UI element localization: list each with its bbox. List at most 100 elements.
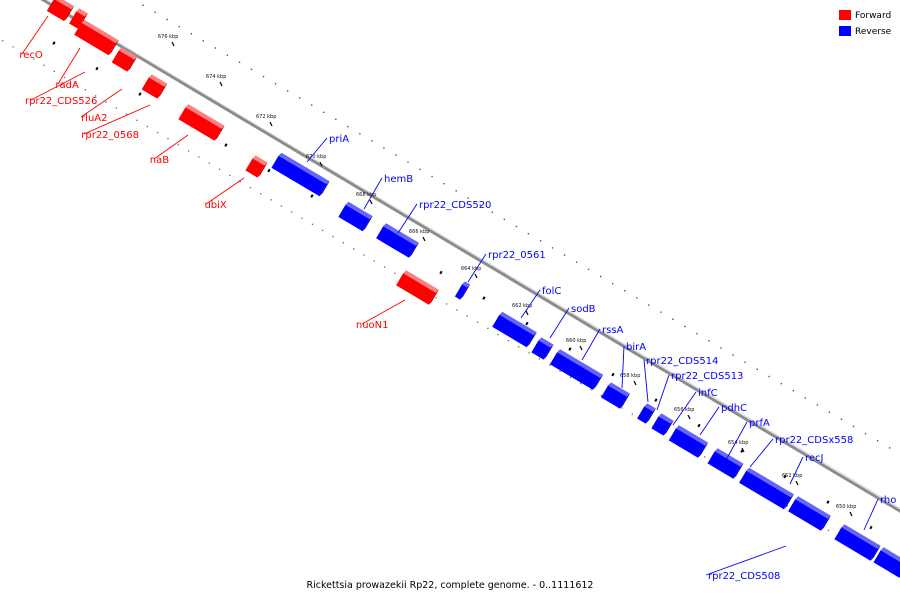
gene-feature-rpr22_cds520 (376, 223, 419, 258)
gene-label-rssa: rssA (602, 325, 624, 336)
gene-label-rpr22_0561: rpr22_0561 (488, 250, 546, 261)
outer-tick-ring (142, 4, 891, 449)
gene-feature-sodb (531, 337, 554, 360)
kbp-scale: 676 kbp 674 kbp 672 kbp 670 kbp 668 kbp 666 k… (158, 34, 856, 517)
legend-label-reverse: Reverse (855, 27, 892, 37)
kbp-tick-mark (422, 236, 426, 242)
gene-leader-line (749, 438, 774, 468)
gene-feature-infc (668, 425, 709, 458)
kbp-tick-label: 650 kbp (836, 504, 856, 510)
gene-leader-line (363, 177, 383, 210)
gene-leader-line (549, 307, 570, 339)
gene-leader-line (705, 545, 787, 576)
kbp-tick-label: 666 kbp (409, 229, 429, 235)
gene-leader-line (520, 289, 541, 319)
gene-label-rada: radA (55, 80, 79, 91)
gene-feature-rpr22_0568 (141, 74, 168, 99)
gene-label-rpr22_cds526: rpr22_CDS526 (25, 96, 97, 107)
gene-label-rpr22_cds513: rpr22_CDS513 (671, 371, 743, 382)
gene-leader-line (467, 253, 487, 283)
kbp-tick-mark (795, 480, 799, 486)
gene-label-reco: recO (19, 50, 43, 61)
gene-label-nab: naB (150, 155, 169, 166)
gene-leader-line (30, 71, 86, 101)
genome-backbone (40, 0, 900, 513)
gene-features (46, 0, 900, 578)
gene-label-nuon1: nuoN1 (356, 320, 389, 331)
gene-feature-rpr22_cds513 (651, 413, 674, 436)
legend-swatch-forward (839, 10, 851, 20)
gene-leader-line (863, 498, 879, 531)
gene-label-recj: recJ (805, 453, 824, 464)
gene-leader-line (361, 299, 406, 325)
gene-feature-reco (46, 0, 75, 22)
gene-label-hemb: hemB (384, 174, 413, 185)
legend-swatch-reverse (839, 26, 851, 36)
gene-leader-line (621, 345, 625, 389)
gene-feature-folc (492, 311, 537, 348)
gene-feature-rpr22_0561 (454, 281, 471, 300)
kbp-tick-label: 662 kbp (512, 303, 532, 309)
kbp-tick-label: 668 kbp (356, 192, 376, 198)
gene-leader-line (672, 391, 697, 426)
kbp-tick-label: 664 kbp (461, 266, 481, 272)
kbp-tick-label: 654 kbp (728, 440, 748, 446)
minor-tick-ring (2, 40, 873, 550)
gene-labels: recO radA rpr22_CDS526 rluA2 rpr22_0568 naB ub… (19, 15, 896, 582)
kbp-tick-mark (633, 380, 637, 386)
gene-label-bira: birA (626, 342, 646, 353)
gene-label-rlua2: rluA2 (81, 113, 107, 124)
gene-label-rpr22_0568: rpr22_0568 (81, 130, 139, 141)
map-caption: Rickettsia prowazekii Rp22, complete gen… (307, 580, 594, 591)
gene-feature-rho (873, 547, 900, 578)
gene-leader-line (725, 421, 748, 461)
kbp-tick-mark (319, 161, 323, 167)
gene-label-rpr22_cds514: rpr22_CDS514 (646, 356, 718, 367)
gene-label-pria: priA (329, 134, 349, 145)
gene-feature-recj (834, 524, 881, 561)
gene-label-rpr22_cdsx558: rpr22_CDSx558 (775, 435, 853, 446)
kbp-tick-mark (171, 41, 175, 47)
gene-label-rpr22_cds508: rpr22_CDS508 (708, 571, 780, 582)
kbp-tick-label: 652 kbp (782, 473, 802, 479)
gene-feature-hemb (338, 201, 373, 232)
gene-label-infc: infC (698, 388, 718, 399)
gene-leader-line (57, 47, 81, 85)
gene-leader-line (699, 406, 720, 436)
gene-feature-rlua2 (111, 47, 138, 72)
gene-feature-pria (271, 152, 330, 197)
gene-leader-line (21, 15, 49, 55)
kbp-tick-label: 676 kbp (158, 34, 178, 40)
gene-feature-ubix (245, 155, 268, 178)
kbp-tick-label: 660 kbp (566, 338, 586, 344)
kbp-tick-label: 656 kbp (674, 407, 694, 413)
kbp-tick-mark (269, 121, 273, 127)
gene-feature-nab (178, 104, 225, 141)
kbp-tick-mark (687, 414, 691, 420)
legend: Forward Reverse (839, 10, 892, 37)
gene-label-rpr22_cds520: rpr22_CDS520 (419, 200, 491, 211)
legend-label-forward: Forward (855, 11, 891, 21)
gene-feature-rpr22_cds526 (74, 19, 119, 56)
kbp-tick-mark (849, 511, 853, 517)
gene-feature-bira (601, 382, 630, 409)
gene-feature-prfa (739, 467, 794, 510)
kbp-tick-mark (369, 199, 373, 205)
gene-leader-line (581, 328, 601, 361)
gene-feature-nuon1 (396, 270, 439, 305)
gene-leader-line (397, 203, 418, 234)
gene-leader-line (656, 374, 670, 411)
gene-feature-rpr22_cdsx558 (788, 496, 831, 531)
gene-leader-line (80, 88, 123, 118)
gene-label-ubix: ubiX (204, 200, 226, 211)
kbp-tick-mark (474, 273, 478, 279)
gene-leader-line (205, 177, 245, 205)
gene-feature-rssa (549, 349, 604, 390)
kbp-tick-label: 674 kbp (206, 74, 226, 80)
kbp-tick-label: 670 kbp (306, 154, 326, 160)
gene-feature-rpr22_cds514 (637, 403, 656, 424)
gene-label-pdhc: pdhC (721, 403, 747, 414)
kbp-tick-mark (741, 447, 745, 453)
kbp-tick-mark (579, 345, 583, 351)
